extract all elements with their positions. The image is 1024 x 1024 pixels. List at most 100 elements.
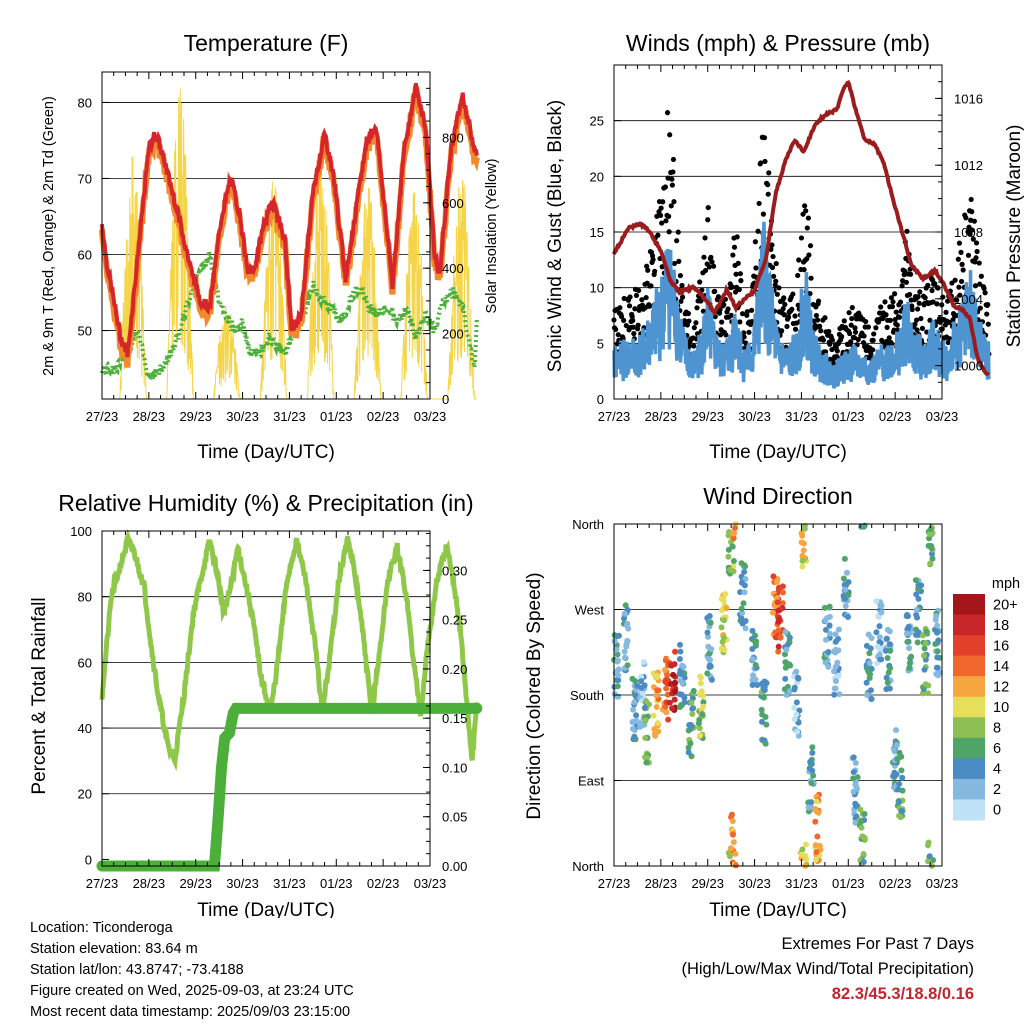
gust-point [781, 295, 787, 301]
gust-point [733, 271, 739, 277]
wind-direction-point [813, 856, 820, 863]
wind-direction-point [822, 617, 829, 624]
x-tick-label: 03/23 [414, 409, 447, 424]
wind-direction-point [620, 615, 627, 622]
colorbar-swatch [953, 717, 985, 739]
wind-direction-point [832, 631, 839, 638]
gust-point [970, 236, 976, 242]
wind-direction-point [832, 678, 839, 685]
gust-point [618, 313, 625, 320]
gust-point [973, 240, 980, 246]
wind-direction-point [730, 839, 737, 846]
x-tick-label: 30/23 [738, 876, 771, 891]
wind-direction-point [903, 630, 910, 637]
station-elevation: Station elevation: 83.64 m [30, 941, 198, 957]
wind-direction-point [932, 640, 939, 647]
y-tick-label: 5 [597, 336, 604, 351]
wind-direction-point [860, 850, 867, 857]
gust-point [731, 244, 738, 250]
gust-point [985, 321, 991, 327]
gust-point [969, 209, 975, 215]
gust-point [682, 318, 688, 324]
gust-point [725, 306, 731, 312]
gust-point [958, 249, 964, 255]
colorbar-swatch [953, 737, 985, 759]
x-tick-label: 30/23 [738, 409, 771, 424]
wind-direction-point [624, 662, 631, 669]
y-right-tick-label: 1016 [954, 91, 983, 106]
gust-point [805, 215, 811, 221]
wind-direction-point [650, 712, 657, 719]
wind-direction-point [887, 665, 894, 672]
wind-direction-point [927, 526, 934, 533]
gust-point [706, 264, 712, 270]
wind-direction-point [844, 614, 851, 621]
wind-direction-point [927, 560, 934, 567]
gust-point [663, 218, 669, 224]
gust-point [702, 267, 709, 274]
gust-point [903, 279, 909, 285]
wind-direction-point [759, 711, 766, 718]
gust-point [705, 217, 711, 223]
wind-direction-point [822, 636, 829, 643]
gust-point [781, 312, 787, 318]
x-tick-label: 03/23 [926, 409, 959, 424]
colorbar-label: 12 [993, 679, 1009, 695]
extremes-subtitle: (High/Low/Max Wind/Total Precipitation) [681, 960, 974, 978]
wind-direction-point [638, 684, 645, 691]
gust-point [629, 314, 635, 320]
colorbar-label: 20+ [993, 597, 1018, 613]
gust-point [749, 307, 755, 313]
wind-direction-point [666, 699, 673, 706]
wind-direction-point [654, 687, 661, 694]
gust-point [679, 282, 685, 289]
wind-direction-point [739, 610, 746, 617]
gust-point [915, 294, 921, 300]
wind-direction-point [884, 679, 891, 686]
wind-direction-point [826, 603, 833, 610]
wind-direction-point [721, 617, 728, 624]
x-tick-label: 28/23 [645, 409, 678, 424]
colorbar-swatch [953, 614, 985, 636]
wind-direction-point [690, 687, 697, 694]
wind-direction-point [860, 523, 867, 530]
gust-point [617, 305, 623, 311]
y-right-tick-label: 0.00 [442, 859, 467, 874]
gust-point [801, 267, 807, 273]
gust-point [655, 232, 661, 238]
wind-direction-point [685, 744, 692, 751]
wind-direction-point [760, 694, 767, 701]
gust-point [789, 306, 795, 312]
y-right-tick-label: 0.25 [442, 613, 467, 628]
gust-point [737, 319, 743, 325]
gust-point [878, 304, 884, 310]
colorbar-label: 18 [993, 618, 1009, 634]
wind-direction-point [836, 691, 843, 698]
wind-direction-point [762, 740, 769, 747]
gust-point [806, 252, 812, 258]
wind-direction-point [866, 660, 873, 667]
humidity-axis-ticks: 27/23 28/23 29/23 30/23 31/23 01/23 02/23 03/23… [70, 524, 467, 891]
gust-point [943, 309, 949, 315]
sonic-wind-points [612, 221, 991, 389]
station-location: Location: Ticonderoga [30, 920, 173, 936]
wind-direction-point [922, 681, 929, 688]
wind-direction-point [906, 660, 913, 667]
gust-point [621, 317, 627, 323]
wind-direction-point [775, 607, 782, 614]
gust-point [626, 303, 633, 309]
gust-point [627, 294, 633, 300]
x-tick-label: 29/23 [179, 409, 212, 424]
gust-point [658, 205, 664, 211]
gust-point [974, 248, 980, 255]
gust-point [818, 328, 824, 334]
gust-point [927, 317, 933, 323]
gust-point [756, 200, 762, 207]
wind-direction-point [873, 598, 880, 605]
wind-direction-point [642, 717, 649, 724]
gust-point [976, 260, 982, 266]
gust-point [670, 156, 677, 163]
wind-direction-point [776, 616, 783, 623]
wind-direction-point [784, 641, 791, 648]
gust-point [700, 308, 707, 314]
